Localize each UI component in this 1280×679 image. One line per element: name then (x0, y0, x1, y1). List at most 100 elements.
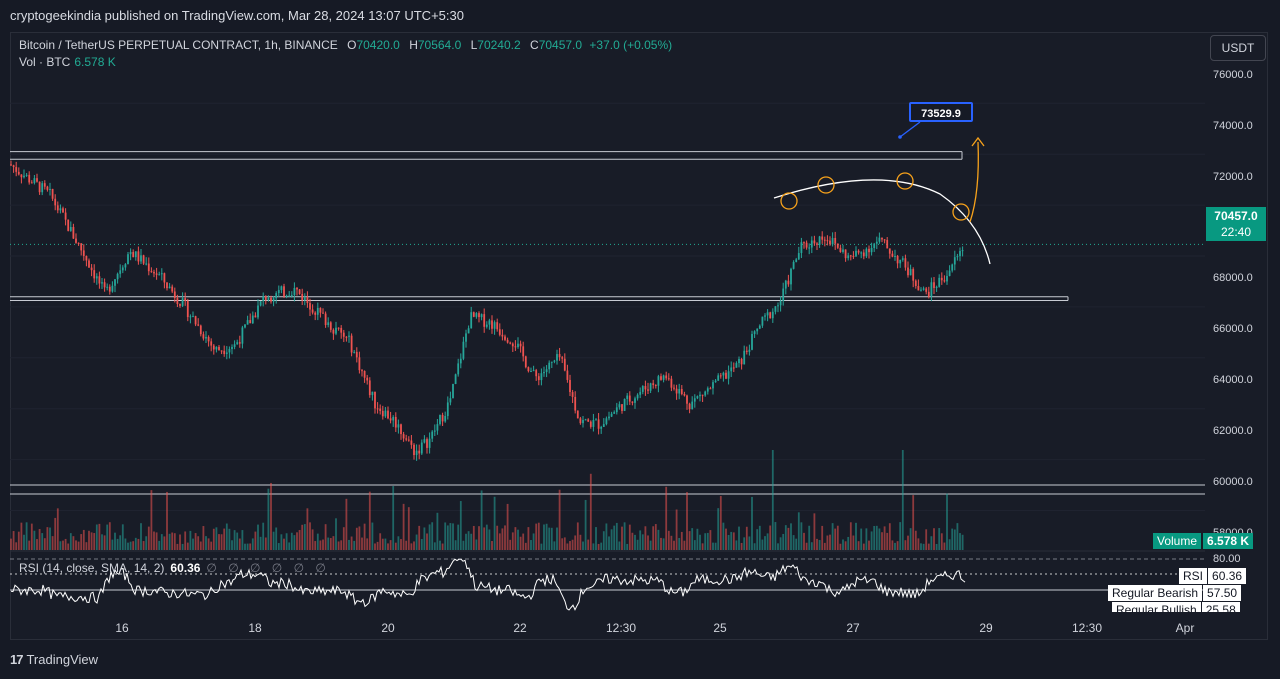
volume-bar (192, 538, 194, 550)
volume-bar (792, 535, 795, 550)
candle-body (95, 276, 98, 279)
volume-bar (15, 542, 18, 550)
price-annotation-label[interactable]: 73529.9 (909, 102, 973, 122)
volume-bar (628, 524, 631, 550)
candle-body (389, 418, 392, 421)
candle-body (501, 334, 504, 337)
candle-body (205, 336, 207, 339)
volume-bar (43, 538, 46, 550)
candle-body (758, 325, 761, 329)
candle-body (433, 430, 436, 432)
volume-bar (803, 532, 805, 550)
volume-bar (660, 537, 662, 550)
candle-body (127, 254, 129, 265)
tradingview-logo[interactable]: 17 TradingView (10, 652, 98, 667)
volume-bar (231, 540, 233, 550)
candle-body (314, 312, 317, 315)
candle-body (465, 333, 467, 342)
volume-bar (361, 537, 363, 550)
volume-bar (59, 541, 62, 550)
candle-body (847, 255, 850, 259)
symbol-name[interactable]: Bitcoin / TetherUS PERPETUAL CONTRACT, 1… (19, 38, 338, 52)
candle-body (504, 336, 506, 340)
candle-body (67, 219, 70, 231)
header-bar: cryptogeekindia published on TradingView… (0, 0, 1280, 32)
candle-body (751, 333, 753, 350)
candle-body (436, 424, 439, 431)
y-axis-label: 64000.0 (1213, 374, 1253, 386)
candle-body (849, 255, 852, 257)
candle-body (704, 391, 707, 396)
volume-bar (595, 527, 597, 550)
volume-bar (423, 527, 426, 550)
volume-bar (405, 540, 408, 550)
volume-bar (306, 508, 309, 550)
candle-body (582, 420, 584, 424)
candle-body (899, 259, 902, 264)
volume-bar (363, 523, 366, 550)
candle-body (719, 375, 722, 377)
volume-bar (615, 522, 618, 550)
volume-bar (407, 507, 410, 550)
candle-body (696, 396, 699, 399)
volume-bar (428, 524, 431, 550)
candle-body (605, 418, 608, 425)
chart-canvas[interactable] (10, 32, 1268, 640)
candle-body (777, 305, 779, 307)
candle-body (309, 303, 311, 310)
volume-bar (384, 538, 387, 550)
volume-bar (439, 540, 441, 550)
volume-bar (400, 539, 402, 550)
rsi-row-name: Regular Bullish (1112, 602, 1201, 612)
volume-bar (397, 536, 400, 550)
candle-body (173, 291, 176, 299)
candle-body (511, 343, 514, 347)
volume-bar (280, 534, 283, 550)
candle-body (748, 349, 751, 352)
volume-bar (418, 525, 421, 550)
volume-bar (327, 537, 330, 550)
candle-body (875, 241, 878, 244)
rsi-row-value: 25.58 (1201, 602, 1240, 612)
volume-bar (951, 528, 954, 550)
candle-body (64, 212, 67, 220)
candle-body (808, 247, 811, 249)
currency-button[interactable]: USDT (1210, 35, 1266, 61)
volume-bar (72, 536, 75, 550)
volume-bar (283, 538, 285, 550)
candle-body (298, 289, 301, 294)
volume-bar (337, 541, 340, 550)
volume-bar (119, 535, 122, 550)
candle-body (938, 277, 941, 287)
volume-bar (719, 496, 722, 550)
volume-bar (335, 518, 337, 550)
volume-bar (420, 539, 423, 550)
volume-bar (704, 533, 707, 550)
candle-body (225, 352, 228, 354)
candle-body (553, 360, 556, 362)
volume-label[interactable]: Vol · BTC (19, 55, 71, 69)
volume-bar (49, 527, 51, 550)
candle-body (140, 255, 142, 262)
candle-body (108, 286, 111, 292)
volume-bar (930, 536, 933, 550)
volume-bar (686, 492, 688, 550)
volume-bar (766, 533, 769, 550)
candle-body (150, 271, 153, 273)
candle-body (368, 380, 371, 396)
candle-body (589, 421, 592, 427)
volume-bar (550, 527, 553, 550)
candle-body (472, 312, 475, 317)
low-label: L (470, 38, 478, 52)
rsi-title[interactable]: RSI (14, close, SMA, 14, 2) (19, 561, 165, 575)
candle-body (444, 415, 447, 422)
candle-body (402, 434, 405, 439)
volume-bar (675, 509, 678, 550)
volume-bar (920, 543, 922, 550)
candle-body (231, 346, 233, 350)
volume-bar (93, 533, 96, 550)
volume-bar (602, 531, 605, 550)
candle-body (797, 253, 800, 260)
candle-body (946, 275, 948, 282)
volume-bar (745, 526, 748, 550)
